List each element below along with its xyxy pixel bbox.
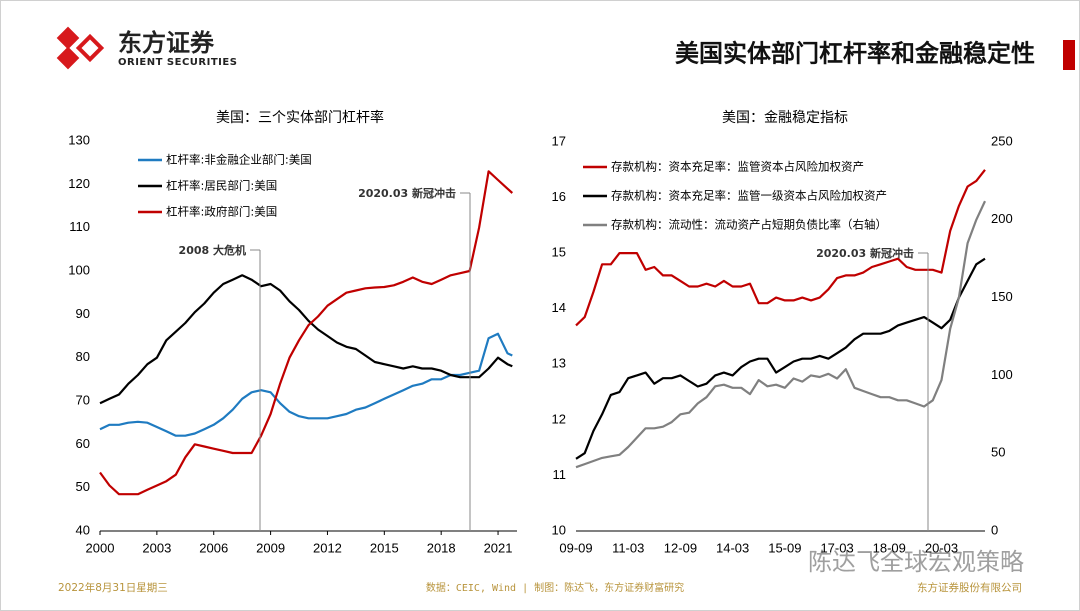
y-tick-label: 80 xyxy=(76,349,90,364)
logo-mark xyxy=(56,26,105,70)
x-tick-label: 09-09 xyxy=(559,540,592,555)
series-line xyxy=(99,332,513,437)
x-tick-label: 2006 xyxy=(199,540,228,555)
x-tick-label: 20-03 xyxy=(925,540,958,555)
logo-cn: 东方证券 xyxy=(118,29,215,57)
y-tick-label: 90 xyxy=(76,306,90,321)
annotation: 2020.03 新冠冲击 xyxy=(816,246,914,260)
footer-company: 东方证券股份有限公司 xyxy=(917,581,1022,594)
legend-label: 存款机构：流动性：流动资产占短期负债比率（右轴） xyxy=(611,218,887,232)
slide-title: 美国实体部门杠杆率和金融稳定性 xyxy=(675,39,1035,68)
series-line xyxy=(575,169,986,327)
legend-label: 存款机构：资本充足率：监管一级资本占风险加权资产 xyxy=(611,189,887,203)
legend-label: 杠杆率:非金融企业部门:美国 xyxy=(166,153,312,167)
y-tick-label: 12 xyxy=(552,411,566,426)
y-tick-label: 130 xyxy=(68,132,90,147)
x-tick-label: 18-09 xyxy=(873,540,906,555)
y-tick-label: 10 xyxy=(552,522,566,537)
x-tick-label: 12-09 xyxy=(664,540,697,555)
y-tick-label: 100 xyxy=(68,262,90,277)
x-tick-label: 2015 xyxy=(370,540,399,555)
y-tick-label: 110 xyxy=(69,219,90,234)
series-line xyxy=(575,257,986,460)
chart-title: 美国：金融稳定指标 xyxy=(722,110,848,126)
x-tick-label: 2021 xyxy=(484,540,513,555)
y-tick-label: 13 xyxy=(552,356,566,371)
y2-tick-label: 250 xyxy=(991,133,1013,148)
x-tick-label: 2009 xyxy=(256,540,285,555)
watermark: 陈达飞全球宏观策略 xyxy=(808,548,1024,576)
y2-tick-label: 50 xyxy=(991,445,1005,460)
y-tick-label: 40 xyxy=(76,522,90,537)
annotation: 2020.03 新冠冲击 xyxy=(358,186,456,200)
legend-label: 杠杆率:政府部门:美国 xyxy=(166,205,277,219)
y2-tick-label: 150 xyxy=(991,289,1013,304)
y-tick-label: 50 xyxy=(76,479,90,494)
y-tick-label: 60 xyxy=(76,436,90,451)
footer-date: 2022年8月31日星期三 xyxy=(58,581,168,594)
y-tick-label: 15 xyxy=(552,245,566,260)
x-tick-label: 17-03 xyxy=(820,540,853,555)
y-tick-label: 70 xyxy=(76,392,90,407)
annotation: 2008 大危机 xyxy=(179,243,246,257)
series-line xyxy=(99,170,514,496)
y-tick-label: 120 xyxy=(68,176,90,191)
chart-title: 美国：三个实体部门杠杆率 xyxy=(216,109,384,126)
x-tick-label: 2003 xyxy=(142,540,171,555)
x-tick-label: 2012 xyxy=(313,540,342,555)
x-tick-label: 2018 xyxy=(427,540,456,555)
y-tick-label: 14 xyxy=(552,300,566,315)
logo-en: ORIENT SECURITIES xyxy=(118,57,237,68)
y-tick-label: 16 xyxy=(552,189,566,204)
x-tick-label: 14-03 xyxy=(716,540,749,555)
x-tick-label: 2000 xyxy=(86,540,115,555)
footer-source: 数据：CEIC, Wind | 制图：陈达飞，东方证券财富研究 xyxy=(426,581,684,594)
legend-label: 存款机构：资本充足率：监管资本占风险加权资产 xyxy=(611,160,864,174)
y2-tick-label: 200 xyxy=(991,211,1013,226)
series-line xyxy=(99,274,513,405)
y2-tick-label: 100 xyxy=(991,367,1013,382)
y2-tick-label: 0 xyxy=(991,522,998,537)
title-accent xyxy=(1063,40,1075,70)
series-line xyxy=(575,200,986,469)
x-tick-label: 11-03 xyxy=(612,540,644,555)
y-tick-label: 11 xyxy=(553,467,567,482)
y-tick-label: 17 xyxy=(552,133,566,148)
x-tick-label: 15-09 xyxy=(768,540,801,555)
legend-label: 杠杆率:居民部门:美国 xyxy=(166,179,277,193)
